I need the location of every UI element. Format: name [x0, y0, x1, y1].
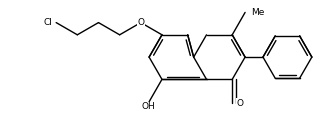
Text: OH: OH: [141, 102, 155, 111]
Text: O: O: [137, 18, 144, 27]
Text: O: O: [236, 99, 243, 107]
Text: Cl: Cl: [43, 18, 52, 27]
Text: Me: Me: [251, 8, 264, 17]
